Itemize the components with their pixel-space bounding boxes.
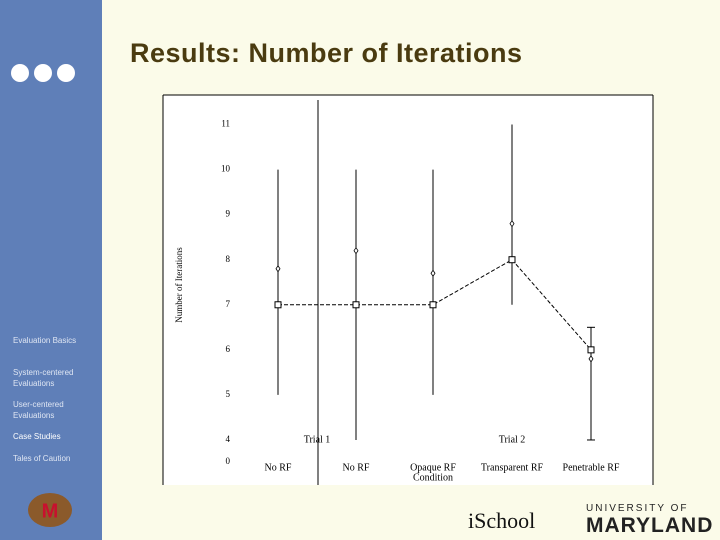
median-line bbox=[278, 259, 592, 351]
x-axis-label: Condition bbox=[413, 472, 453, 483]
mean-marker bbox=[275, 265, 281, 273]
y-tick-label: 4 bbox=[226, 434, 231, 444]
svg-text:M: M bbox=[42, 500, 59, 522]
chart-background bbox=[163, 95, 653, 485]
y-tick-label: 9 bbox=[226, 209, 231, 219]
umd-logo-bottom: MARYLAND bbox=[586, 514, 714, 537]
mean-marker bbox=[353, 246, 359, 255]
nav-item[interactable]: Evaluation Basics bbox=[13, 336, 77, 345]
dot bbox=[11, 64, 29, 82]
group-label: Trial 2 bbox=[499, 434, 526, 445]
y-tick-label: 10 bbox=[221, 164, 231, 174]
nav-item[interactable]: Tales of Caution bbox=[13, 454, 71, 463]
y-tick-label: 0 bbox=[226, 456, 231, 466]
mean-marker bbox=[430, 269, 436, 277]
x-tick-label: No RF bbox=[265, 462, 292, 473]
y-tick-label: 5 bbox=[226, 389, 231, 399]
slide-title: Results: Number of Iterations bbox=[130, 38, 523, 68]
median-marker bbox=[429, 301, 437, 309]
nav-item[interactable]: User-centered Evaluations bbox=[13, 400, 64, 420]
x-tick-label: No RF bbox=[343, 462, 370, 473]
median-marker bbox=[587, 346, 595, 354]
dot bbox=[34, 64, 52, 82]
y-tick-label: 7 bbox=[226, 299, 231, 309]
nav-item[interactable]: Case Studies bbox=[13, 432, 61, 441]
mean-marker bbox=[509, 219, 515, 228]
mean-marker bbox=[588, 355, 594, 363]
median-marker bbox=[274, 301, 282, 309]
logo: M bbox=[28, 493, 72, 527]
nav-item[interactable]: System-centered Evaluations bbox=[13, 368, 74, 388]
dot bbox=[57, 64, 75, 82]
x-tick-label: Opaque RF bbox=[410, 462, 456, 473]
x-tick-label: Transparent RF bbox=[481, 462, 544, 473]
y-tick-label: 11 bbox=[221, 119, 230, 129]
ischool-logo: iSchool bbox=[468, 508, 536, 533]
y-axis-label: Number of Iterations bbox=[174, 247, 184, 323]
y-tick-label: 6 bbox=[226, 344, 231, 354]
group-label: Trial 1 bbox=[304, 434, 331, 445]
y-tick-label: 8 bbox=[226, 254, 231, 264]
umd-logo-top: UNIVERSITY OF bbox=[586, 503, 689, 514]
median-marker bbox=[352, 301, 360, 309]
sidebar: Evaluation Basics System-centered Evalua… bbox=[0, 0, 102, 540]
median-marker bbox=[508, 256, 516, 264]
x-tick-label: Penetrable RF bbox=[563, 462, 620, 473]
